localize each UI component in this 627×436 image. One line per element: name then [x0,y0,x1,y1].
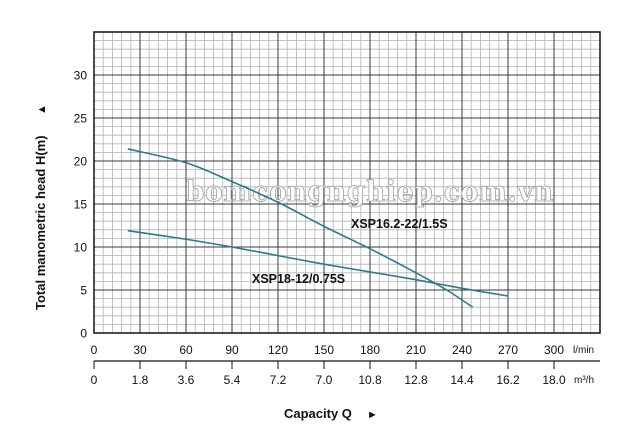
series-labels: XSP16.2-22/1.5S XSP18-12/0.75S [252,217,448,286]
y-tick-label: 15 [74,198,88,212]
x-axis-title: Capacity Q [284,406,352,421]
x-tick-label-primary: 210 [406,343,426,357]
x-tick-label-primary: 90 [225,343,239,357]
series-label: XSP18-12/0.75S [252,272,345,286]
x-tick-label-primary: 60 [179,343,193,357]
x-tick-label-secondary: 7.0 [316,373,333,387]
y-tick-label: 25 [74,112,88,126]
x-tick-label-secondary: 1.8 [132,373,149,387]
x-axis-primary: 0 30 60 90 120 150 180 210 240 270 300 [91,343,565,357]
y-tick-label: 20 [74,155,88,169]
x-tick-label-secondary: 16.2 [496,373,520,387]
x-tick-label-secondary: 12.8 [404,373,428,387]
x-tick-label-primary: 120 [268,343,288,357]
y-tick-label: 30 [74,69,88,83]
x-tick-label-secondary: 18.0 [542,373,566,387]
x-tick-label-primary: 30 [133,343,147,357]
x-tick-label-primary: 150 [314,343,334,357]
x-unit-secondary-label: m³/h [574,375,594,386]
y-axis-tick-labels: 0 5 10 15 20 25 30 [74,69,88,341]
y-tick-label: 10 [74,241,88,255]
y-axis-title-group: Total manometric head H(m) ▲ [33,104,48,310]
y-axis-title: Total manometric head H(m) [33,135,48,310]
x-axis-arrow-icon: ► [367,409,378,421]
x-tick-label-primary: 180 [360,343,380,357]
x-tick-label-secondary: 14.4 [450,373,474,387]
x-unit-primary-label: l/min [573,345,594,356]
x-tick-label-secondary: 10.8 [358,373,382,387]
x-tick-label-primary: 270 [498,343,518,357]
series-label: XSP16.2-22/1.5S [351,217,448,231]
x-tick-label-primary: 0 [91,343,98,357]
y-tick-label: 0 [80,327,87,341]
x-tick-label-secondary: 3.6 [178,373,195,387]
x-tick-label-primary: 240 [452,343,472,357]
performance-curve [127,148,474,308]
x-tick-label-secondary: 7.2 [270,373,287,387]
performance-curve [127,229,509,297]
x-tick-label-secondary: 0 [91,373,98,387]
x-axis-secondary: 0 1.8 3.6 5.4 7.2 7.0 10.8 12.8 14.4 16.2 18.0 [91,360,600,387]
y-tick-label: 5 [80,284,87,298]
x-tick-label-primary: 300 [544,343,564,357]
x-tick-label-secondary: 5.4 [224,373,241,387]
grid-minor [94,32,600,333]
watermark: bomcongnghiep.com.vn [186,175,554,208]
y-axis-arrow-icon: ▲ [36,104,48,115]
plot-frame [93,31,601,334]
curves [127,148,509,308]
